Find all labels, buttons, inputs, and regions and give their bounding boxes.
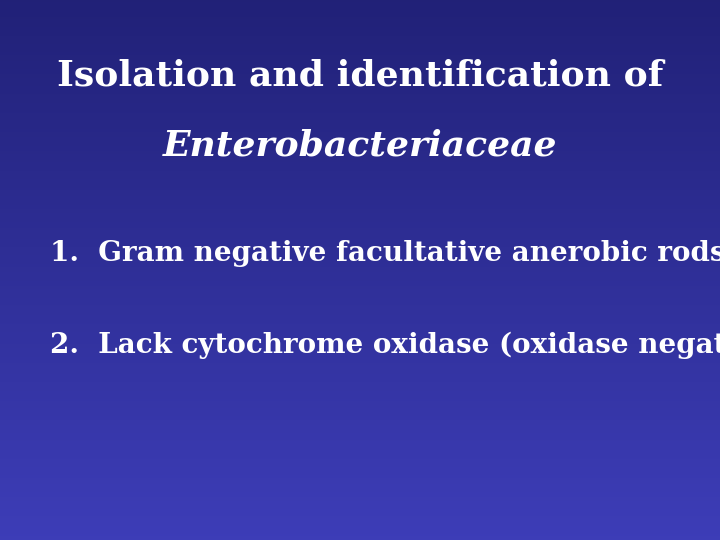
Text: 2.  Lack cytochrome oxidase (oxidase negative): 2. Lack cytochrome oxidase (oxidase nega…: [50, 332, 720, 359]
Text: Isolation and identification of: Isolation and identification of: [57, 59, 663, 92]
Text: Enterobacteriaceae: Enterobacteriaceae: [163, 129, 557, 163]
Text: 1.  Gram negative facultative anerobic rods: 1. Gram negative facultative anerobic ro…: [50, 240, 720, 267]
